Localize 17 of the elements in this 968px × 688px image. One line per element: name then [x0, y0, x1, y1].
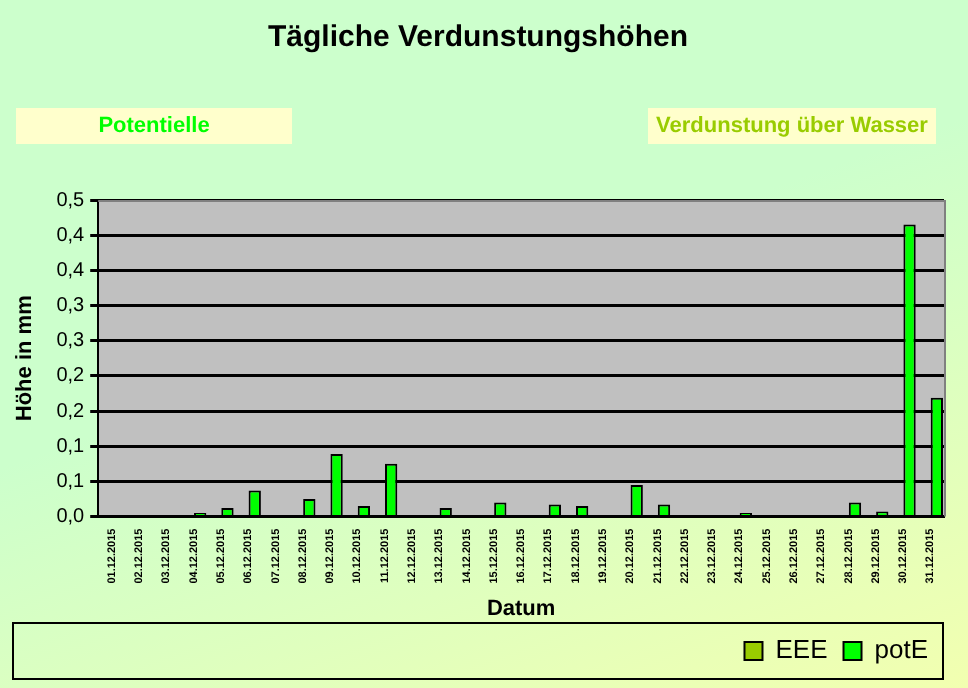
y-tick-label: 0,2 [56, 400, 86, 423]
y-tick-label: 0,4 [56, 259, 86, 282]
text: Verdunstung über Wasser [656, 114, 930, 139]
y-tick-label: 0,5 [56, 189, 86, 212]
y-tick-label: 0,2 [56, 365, 86, 388]
y-tick-label: 0,0 [56, 506, 86, 529]
y-axis-title: Höhe in mm [13, 294, 38, 422]
y-tick-label: 0,3 [56, 295, 86, 318]
chart-title: Tägliche Verdunstungshöhen [267, 20, 689, 55]
y-tick-label: 0,3 [56, 330, 86, 353]
y-tick-label: 0,1 [56, 435, 86, 458]
legend-label: potE [874, 634, 929, 665]
x-axis-title: Datum [486, 596, 556, 621]
y-tick-label: 0,4 [56, 224, 86, 247]
text: Potentielle [98, 114, 210, 139]
y-tick-label: 0,1 [56, 470, 86, 493]
legend-label: EEE [775, 634, 829, 665]
